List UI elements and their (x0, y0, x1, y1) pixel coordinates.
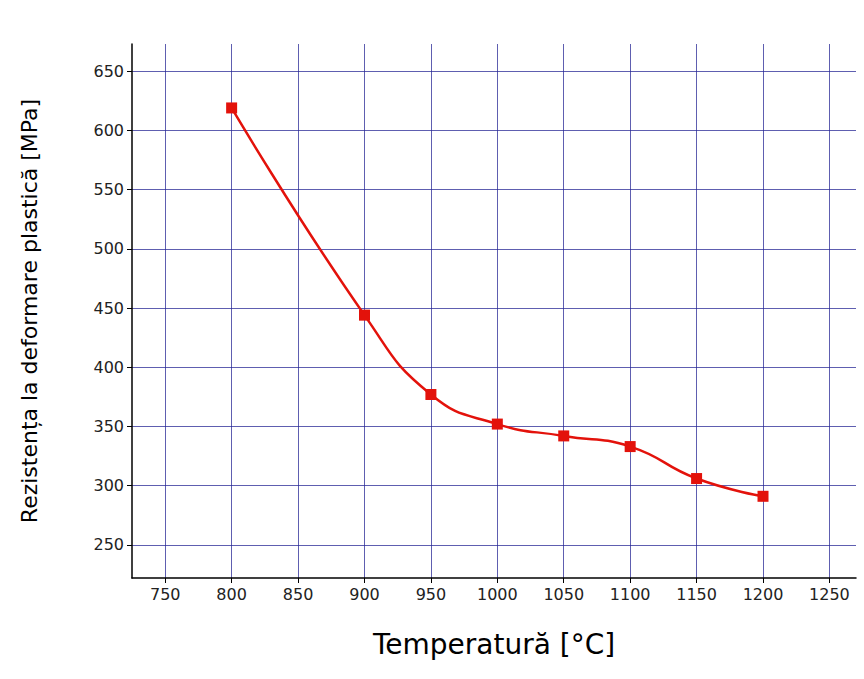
svg-text:950: 950 (416, 585, 447, 604)
svg-text:1200: 1200 (743, 585, 784, 604)
svg-text:1100: 1100 (610, 585, 651, 604)
svg-text:400: 400 (93, 358, 124, 377)
svg-text:1250: 1250 (809, 585, 850, 604)
svg-text:Temperatură [°C]: Temperatură [°C] (372, 628, 615, 661)
svg-text:650: 650 (93, 62, 124, 81)
svg-text:Rezistența la deformare plasti: Rezistența la deformare plastică [MPa] (17, 99, 42, 523)
svg-text:800: 800 (216, 585, 247, 604)
svg-text:1150: 1150 (676, 585, 717, 604)
svg-text:900: 900 (349, 585, 380, 604)
svg-text:250: 250 (93, 535, 124, 554)
svg-text:300: 300 (93, 476, 124, 495)
svg-text:1050: 1050 (543, 585, 584, 604)
svg-text:550: 550 (93, 180, 124, 199)
svg-text:1000: 1000 (477, 585, 518, 604)
svg-text:750: 750 (150, 585, 181, 604)
svg-text:850: 850 (283, 585, 314, 604)
svg-text:350: 350 (93, 417, 124, 436)
svg-text:450: 450 (93, 299, 124, 318)
svg-text:600: 600 (93, 121, 124, 140)
svg-text:500: 500 (93, 239, 124, 258)
